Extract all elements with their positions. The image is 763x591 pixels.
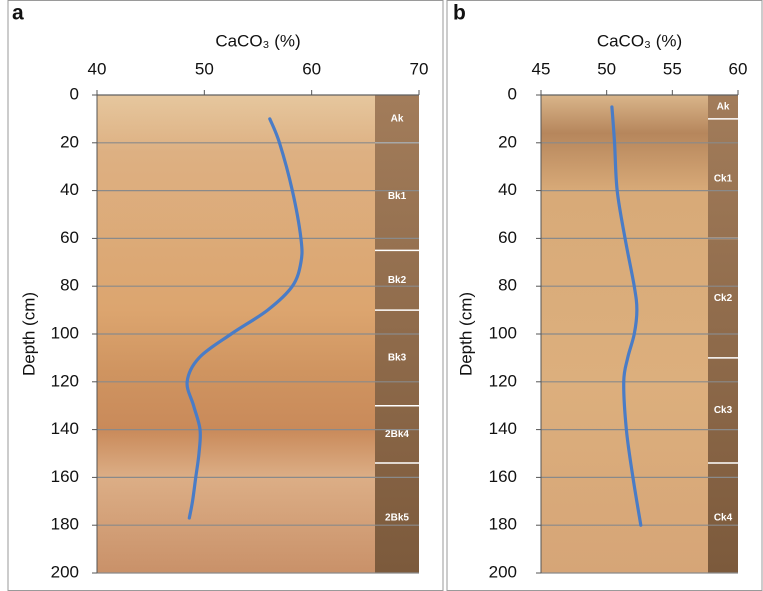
y-tick-label: 120 bbox=[489, 371, 517, 390]
y-tick-label: 40 bbox=[60, 180, 79, 199]
axis-title: CaCO₃ (%) bbox=[597, 31, 682, 50]
x-tick-label: 60 bbox=[302, 59, 321, 78]
x-tick-label: 50 bbox=[195, 59, 214, 78]
data-line bbox=[185, 117, 304, 520]
y-tick-label: 180 bbox=[489, 515, 517, 534]
y-tick-label: 20 bbox=[498, 132, 517, 151]
y-tick-label: 0 bbox=[70, 84, 79, 103]
y-tick-label: 140 bbox=[51, 419, 79, 438]
y-tick-label: 0 bbox=[508, 84, 517, 103]
y-axis-title: Depth (cm) bbox=[456, 292, 475, 376]
data-line bbox=[610, 105, 643, 527]
horizon-label: 2Bk4 bbox=[385, 429, 409, 440]
y-tick-label: 160 bbox=[489, 467, 517, 486]
y-tick-label: 40 bbox=[498, 180, 517, 199]
y-tick-label: 180 bbox=[51, 515, 79, 534]
axis-title: CaCO₃ (%) bbox=[215, 31, 300, 50]
y-tick-label: 200 bbox=[51, 562, 79, 581]
panel-label: b bbox=[453, 2, 466, 25]
x-tick-label: 70 bbox=[410, 59, 429, 78]
horizon-label: Ak bbox=[717, 102, 730, 113]
y-tick-label: 140 bbox=[489, 419, 517, 438]
horizon-label: Ck2 bbox=[714, 293, 733, 304]
horizon-label: Ck1 bbox=[714, 173, 733, 184]
x-tick-label: 60 bbox=[729, 59, 748, 78]
x-tick-label: 45 bbox=[532, 59, 551, 78]
horizon-label: Ak bbox=[391, 114, 404, 125]
horizon-label: Bk1 bbox=[388, 191, 407, 202]
y-axis-title: Depth (cm) bbox=[19, 292, 38, 376]
x-tick-label: 40 bbox=[88, 59, 107, 78]
horizon-label: Ck4 bbox=[714, 513, 733, 524]
horizon-label: 2Bk5 bbox=[385, 513, 409, 524]
panel-label: a bbox=[12, 2, 24, 25]
y-tick-label: 80 bbox=[60, 276, 79, 295]
horizon-label: Bk3 bbox=[388, 353, 407, 364]
horizon-label: Ck3 bbox=[714, 405, 733, 416]
x-tick-label: 50 bbox=[597, 59, 616, 78]
y-tick-label: 120 bbox=[51, 371, 79, 390]
y-tick-label: 160 bbox=[51, 467, 79, 486]
y-tick-label: 200 bbox=[489, 562, 517, 581]
y-tick-label: 100 bbox=[489, 323, 517, 342]
y-tick-label: 60 bbox=[60, 228, 79, 247]
y-tick-label: 20 bbox=[60, 132, 79, 151]
y-tick-label: 100 bbox=[51, 323, 79, 342]
horizon-label: Bk2 bbox=[388, 275, 407, 286]
y-tick-label: 80 bbox=[498, 276, 517, 295]
x-tick-label: 55 bbox=[663, 59, 682, 78]
y-tick-label: 60 bbox=[498, 228, 517, 247]
